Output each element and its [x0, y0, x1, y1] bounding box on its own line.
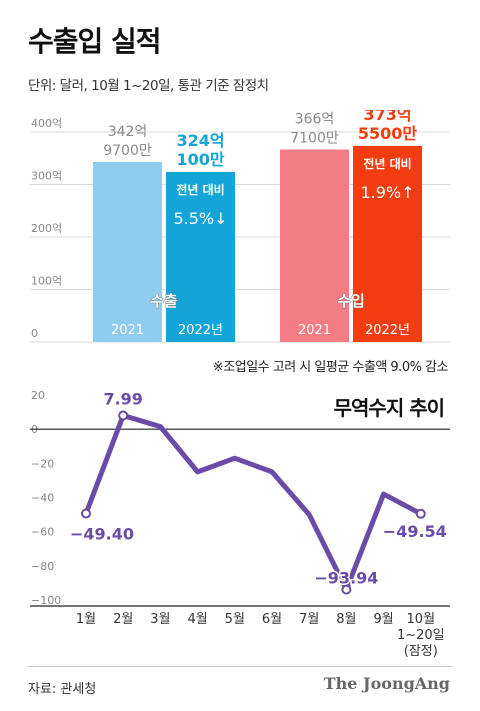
line-x-tick-label: 10월: [407, 612, 436, 627]
bar-value-label: 342억: [108, 124, 148, 140]
unit-note: 단위: 달러, 10월 1~20일, 통관 기준 잠정치: [28, 78, 269, 94]
line-x-tick-sublabel: (잠정): [404, 644, 438, 659]
line-point: [118, 410, 129, 421]
bar: [280, 149, 349, 342]
line-x-tick-label: 1월: [76, 612, 96, 627]
bar-change-value: 1.9%↑: [360, 183, 414, 202]
line-y-tick-label: −60: [31, 526, 54, 539]
bar-y-tick-label: 0: [31, 327, 38, 340]
line-y-tick-label: 20: [31, 389, 45, 402]
bar-y-tick-label: 300억: [31, 170, 62, 183]
line-y-tick-label: −80: [31, 560, 54, 573]
line-y-tick-label: −100: [31, 594, 61, 607]
line-x-tick-label: 4월: [187, 612, 207, 627]
bar-change-label: 전년 대비: [176, 182, 224, 197]
bar: [353, 145, 422, 342]
line-x-tick-label: 5월: [225, 612, 245, 627]
line-x-tick-label: 7월: [299, 612, 319, 627]
bar-y-tick-label: 400억: [31, 117, 62, 130]
line-x-tick-label: 8월: [336, 612, 356, 627]
bar-value-label: 5500만: [358, 124, 418, 143]
line-x-tick-label: 2월: [113, 612, 133, 627]
bar-change-label: 전년 대비: [363, 156, 411, 171]
line-chart: 200−20−40−60−80−1001월2월3월4월5월6월7월8월9월10월…: [30, 388, 450, 659]
trade-balance-line: [83, 413, 424, 593]
bar-year-label: 2021: [111, 323, 144, 338]
bar-year-label: 2022년: [365, 323, 410, 338]
bar-footnote: ※조업일수 고려 시 일평균 수출액 9.0% 감소: [212, 360, 449, 375]
bar-value-label: 7100만: [290, 130, 339, 146]
line-x-tick-label: 3월: [150, 612, 170, 627]
line-point: [81, 508, 91, 519]
bar-chart: 0100억200억300억400억2021342억9700만2022년324억1…: [30, 110, 450, 343]
line-x-tick-label: 9월: [373, 612, 393, 627]
bar: [166, 171, 235, 342]
footer-divider: [28, 666, 452, 667]
bar-change-value: 5.5%↓: [173, 209, 227, 228]
bar-group-label: 수출: [150, 292, 178, 310]
bar-value-label: 9700만: [103, 143, 152, 159]
line-value-label: 7.99: [103, 390, 142, 409]
line-value-label: −49.54: [383, 522, 447, 541]
line-value-label: −93.94: [314, 569, 378, 588]
bar-y-tick-label: 100억: [31, 275, 62, 288]
bar-value-label: 373억: [363, 110, 411, 124]
bar: [93, 161, 162, 342]
line-x-tick-label: 6월: [262, 612, 282, 627]
source-text: 자료: 관세청: [28, 682, 97, 697]
bar-year-label: 2021: [298, 323, 331, 338]
bar-value-label: 366억: [295, 111, 335, 127]
bar-year-label: 2022년: [178, 323, 223, 338]
line-y-tick-label: −40: [31, 492, 54, 505]
page-title: 수출입 실적: [28, 25, 162, 58]
bar-value-label: 100만: [176, 150, 224, 169]
bar-y-tick-label: 200억: [31, 222, 62, 235]
brand-logo: The JoongAng: [323, 674, 450, 693]
line-x-tick-sublabel: 1~20일: [397, 628, 445, 643]
bar-value-label: 324억: [176, 131, 224, 150]
bar-group-label: 수입: [337, 292, 365, 310]
line-point: [415, 508, 426, 519]
line-chart-title: 무역수지 추이: [333, 396, 445, 420]
line-point: [341, 584, 352, 595]
line-value-label: −49.40: [70, 525, 134, 544]
line-y-tick-label: −20: [31, 457, 54, 470]
